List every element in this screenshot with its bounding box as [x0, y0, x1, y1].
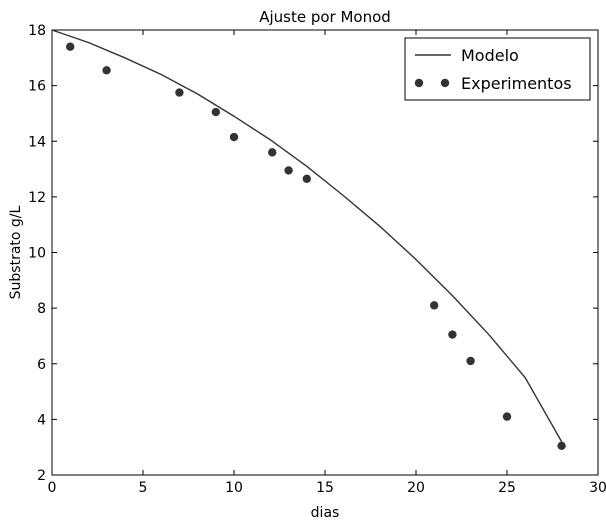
- x-tick-label: 10: [225, 480, 243, 496]
- experiment-point: [284, 166, 293, 175]
- y-tick-label: 6: [37, 357, 46, 373]
- y-tick-label: 14: [28, 134, 46, 150]
- x-tick-label: 0: [48, 480, 57, 496]
- x-tick-label: 25: [498, 480, 516, 496]
- experiment-point: [175, 88, 184, 97]
- experiment-point: [229, 132, 239, 142]
- legend-experiment-swatch: [414, 78, 424, 88]
- y-tick-label: 18: [28, 23, 46, 39]
- y-tick-label: 8: [37, 301, 46, 317]
- legend-experiment-swatch: [440, 78, 450, 88]
- y-tick-label: 10: [28, 246, 46, 262]
- x-axis-title: dias: [311, 505, 340, 521]
- y-axis-title: Substrato g/L: [8, 205, 24, 299]
- x-tick-label: 15: [316, 480, 334, 496]
- y-tick-label: 16: [28, 79, 46, 95]
- experiment-point: [66, 42, 75, 51]
- y-tick-label: 12: [28, 190, 46, 206]
- x-tick-label: 30: [589, 480, 606, 496]
- legend-label: Experimentos: [461, 74, 572, 93]
- experiment-point: [557, 441, 566, 450]
- experiment-point: [466, 356, 475, 366]
- experiment-point: [430, 301, 439, 310]
- experiment-point: [448, 330, 457, 339]
- experiment-point: [268, 148, 277, 157]
- y-tick-label: 4: [37, 412, 46, 428]
- legend: Modelo Experimentos: [404, 37, 591, 101]
- x-tick-label: 20: [407, 480, 425, 496]
- legend-label: Modelo: [461, 46, 519, 65]
- experiment-point: [211, 107, 220, 117]
- experiment-point: [302, 174, 311, 183]
- legend-box: [404, 37, 591, 101]
- y-tick-label: 2: [37, 468, 46, 484]
- experiment-point: [102, 66, 111, 75]
- chart-title: Ajuste por Monod: [259, 8, 391, 26]
- plot-area: 0 5 10 15 20 25 30 2 4 6 8 10 12 14 16 18: [28, 23, 606, 496]
- experiment-point: [502, 412, 512, 421]
- x-tick-label: 5: [139, 480, 148, 496]
- model-line: [51, 29, 563, 442]
